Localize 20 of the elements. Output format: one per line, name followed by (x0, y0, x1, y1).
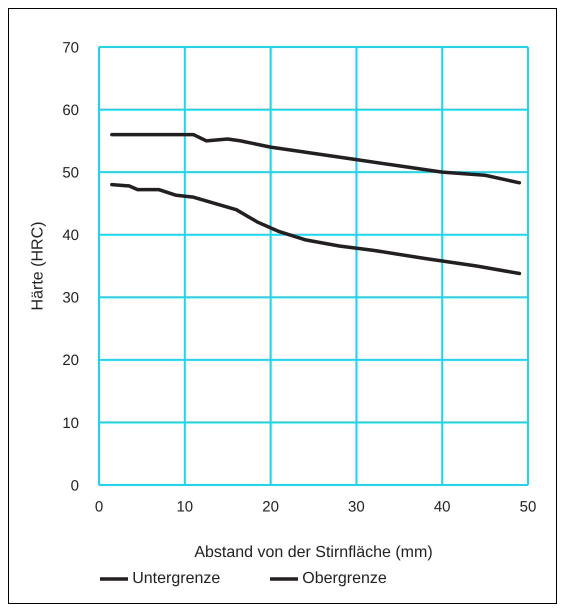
x-tick-label: 20 (262, 498, 279, 516)
x-axis-title: Abstand von der Stirnfläche (mm) (194, 544, 433, 561)
y-tick-label: 0 (70, 477, 79, 494)
y-tick-label: 50 (62, 164, 79, 182)
x-tick-label: 30 (348, 498, 365, 516)
y-tick-label: 70 (62, 39, 79, 56)
x-tick-label: 0 (94, 498, 104, 516)
y-tick-label: 60 (62, 102, 79, 119)
x-tick-label: 10 (176, 498, 194, 516)
x-tick-label: 50 (520, 498, 536, 516)
y-tick-label: 10 (62, 414, 79, 432)
y-axis-title: Härte (HRC) (30, 222, 47, 310)
y-tick-label: 20 (62, 352, 79, 370)
y-tick-label: 40 (62, 227, 79, 244)
x-tick-label: 40 (434, 498, 451, 516)
line-series (110, 132, 522, 185)
legend-label: Obergrenze (302, 570, 387, 588)
y-tick-label: 30 (62, 290, 79, 307)
legend-label: Untergrenze (132, 570, 220, 588)
line-series (110, 182, 522, 276)
